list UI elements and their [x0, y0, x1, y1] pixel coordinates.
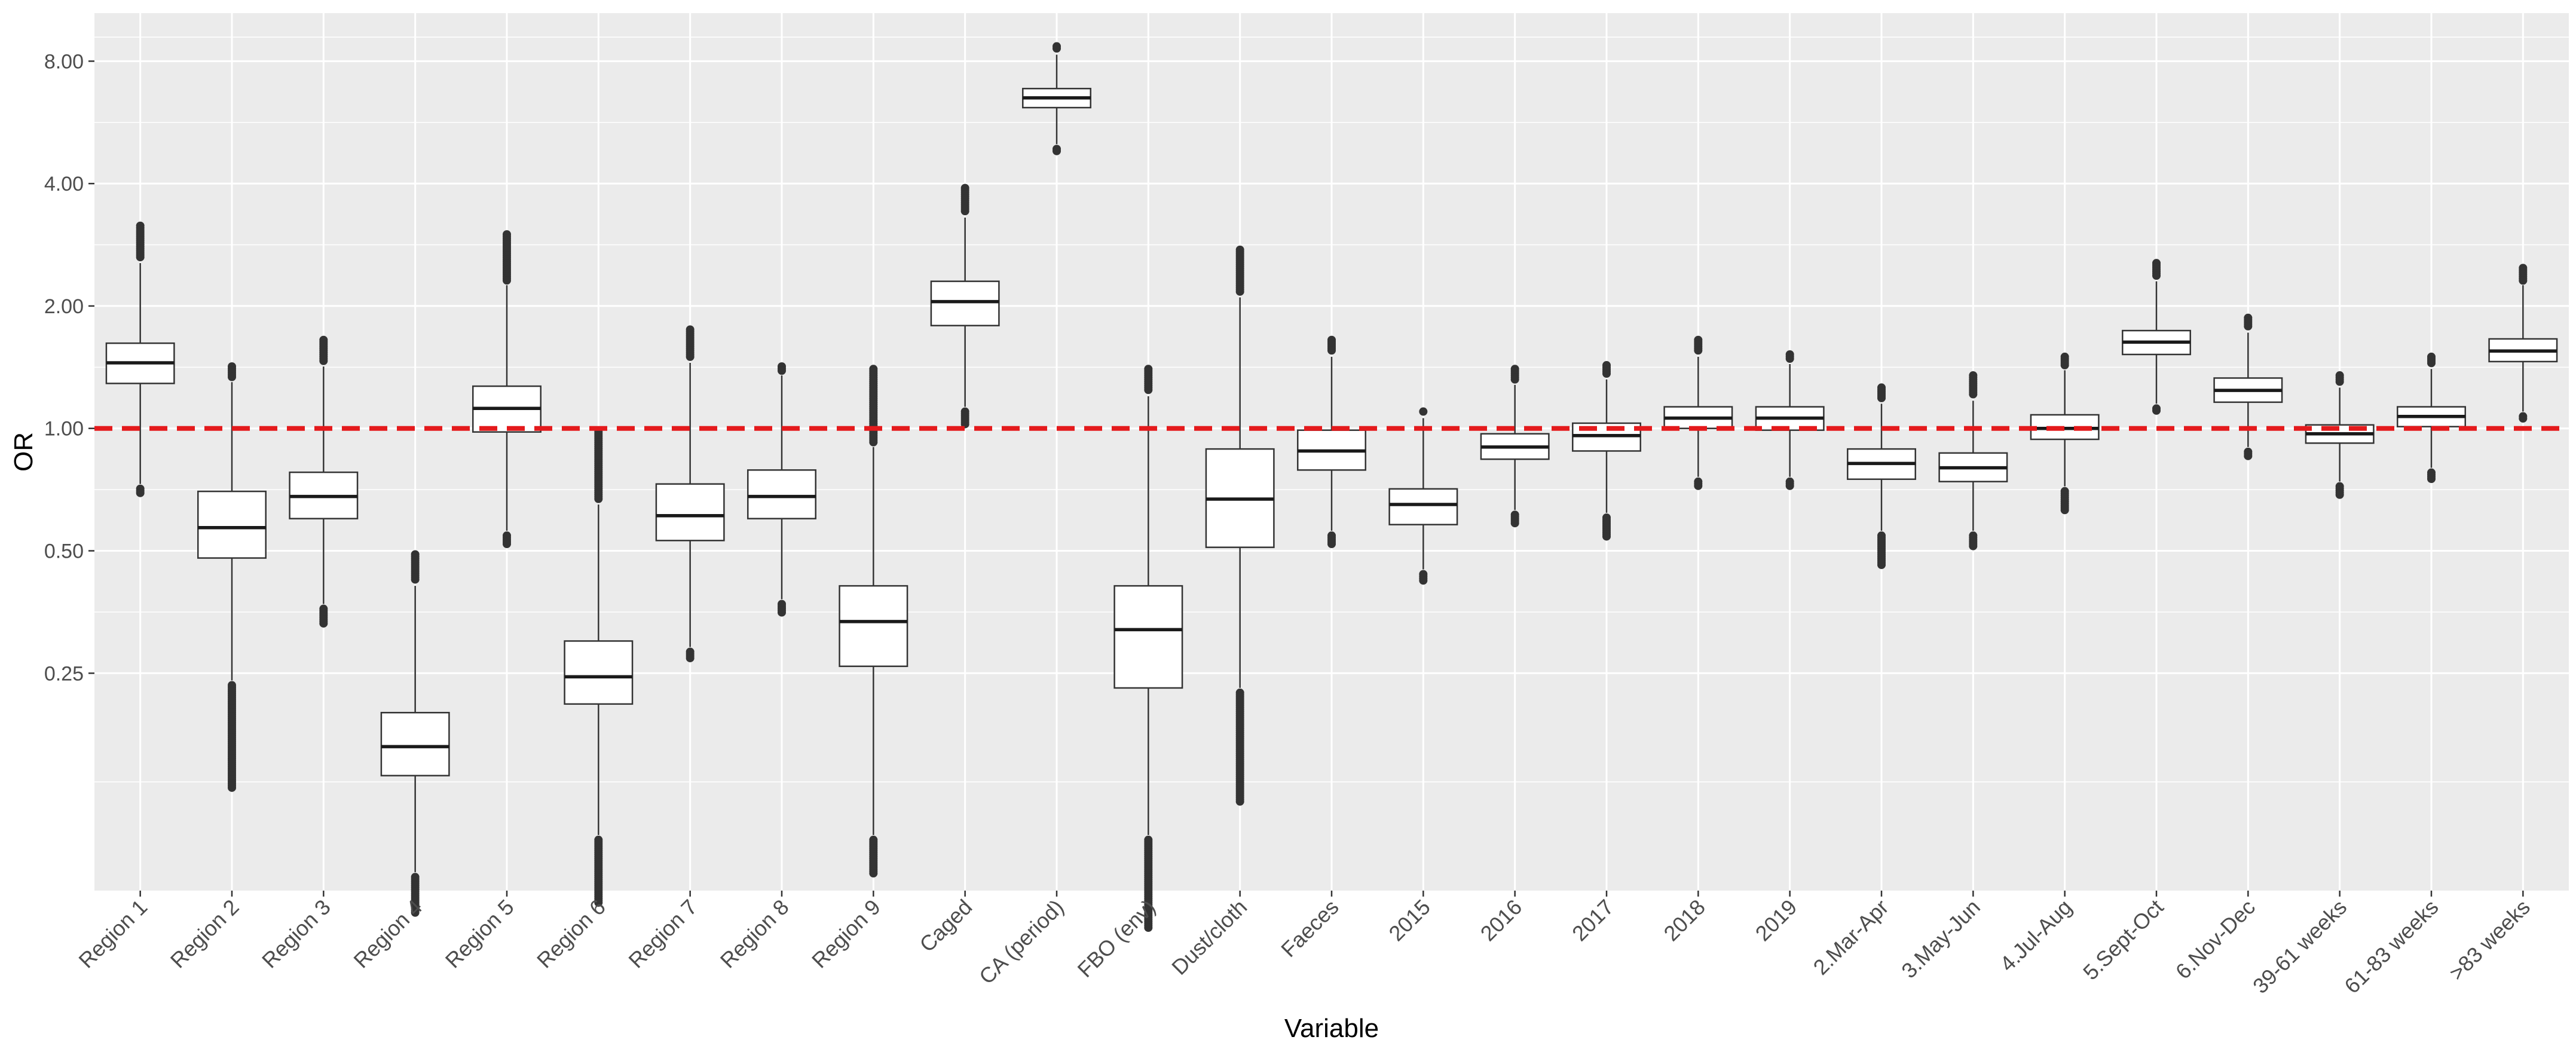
y-tick-label: 8.00: [44, 50, 84, 73]
outlier-point: [319, 619, 328, 628]
outlier-point: [1969, 542, 1978, 551]
box-iqr: [930, 280, 1000, 326]
x-axis-title: Variable: [1284, 1014, 1379, 1043]
outlier-point: [2519, 276, 2528, 285]
outlier-point: [960, 207, 969, 216]
outlier-point: [228, 372, 236, 381]
outlier-point: [778, 608, 786, 617]
box-21: [1938, 371, 2008, 551]
box-24: [2213, 313, 2283, 460]
outlier-point: [686, 653, 695, 662]
outlier-point: [2244, 322, 2253, 331]
box-5: [472, 230, 541, 549]
y-axis: 8.00 4.00 2.00 1.00 0.50 0.25: [44, 50, 94, 685]
outlier-point: [2152, 406, 2161, 415]
outlier-point: [136, 253, 145, 262]
outlier-point: [319, 356, 328, 365]
box-iqr: [655, 483, 725, 542]
outlier-point: [594, 898, 603, 907]
box-iqr: [747, 469, 816, 519]
box-iqr: [1113, 585, 1183, 689]
box-16: [1480, 365, 1550, 528]
outlier-point: [1694, 346, 1703, 355]
box-7: [655, 325, 725, 662]
box-iqr: [380, 711, 450, 776]
outlier-point: [1877, 561, 1886, 570]
box-2: [197, 362, 267, 792]
outlier-point: [2335, 377, 2344, 386]
box-iqr: [197, 490, 267, 559]
outlier-point: [503, 276, 511, 285]
box-22: [2030, 352, 2100, 515]
box-13: [1205, 245, 1275, 806]
box-10: [930, 184, 1000, 429]
outlier-point: [228, 783, 236, 792]
y-tick-label: 4.00: [44, 173, 84, 195]
box-12: [1113, 365, 1183, 932]
box-14: [1297, 335, 1366, 549]
outlier-point: [503, 540, 511, 549]
box-3: [289, 335, 359, 628]
outlier-point: [1327, 346, 1336, 355]
outlier-point: [1053, 146, 1061, 155]
outlier-point: [2060, 360, 2069, 369]
outlier-point: [1602, 532, 1611, 541]
box-iqr: [564, 640, 634, 705]
box-11: [1022, 42, 1091, 155]
outlier-point: [1602, 369, 1611, 378]
box-27: [2488, 264, 2558, 423]
outlier-point: [1694, 481, 1703, 490]
box-iqr: [1388, 488, 1458, 525]
outlier-point: [869, 438, 878, 447]
outlier-point: [1877, 393, 1886, 402]
y-tick-label: 1.00: [44, 418, 84, 441]
outlier-point: [136, 488, 145, 497]
outlier-point: [1785, 354, 1794, 363]
boxes-layer: [105, 42, 2558, 932]
box-iqr: [839, 585, 908, 667]
box-26: [2397, 352, 2466, 484]
box-1: [105, 221, 175, 497]
box-4: [380, 550, 450, 917]
outlier-point: [1510, 375, 1519, 384]
outlier-point: [1053, 44, 1061, 53]
box-18: [1663, 335, 1733, 490]
outlier-point: [2519, 414, 2528, 423]
outlier-point: [686, 352, 695, 361]
y-axis-title: OR: [9, 432, 38, 472]
outlier-point: [411, 575, 420, 584]
outlier-point: [1235, 797, 1244, 806]
outlier-point: [1327, 540, 1336, 549]
outlier-point: [1144, 923, 1153, 932]
outlier-point: [869, 869, 878, 878]
outlier-point: [594, 494, 603, 503]
outlier-point: [2427, 359, 2436, 368]
y-tick-label: 0.50: [44, 540, 84, 563]
y-tick-label: 2.00: [44, 295, 84, 318]
outlier-point: [1419, 576, 1428, 585]
outlier-point: [2152, 271, 2161, 280]
y-tick-label: 0.25: [44, 662, 84, 685]
box-25: [2305, 371, 2375, 499]
outlier-point: [2335, 490, 2344, 499]
outlier-point: [2244, 451, 2253, 460]
outlier-point: [778, 366, 786, 375]
box-6: [564, 427, 634, 907]
outlier-point: [1235, 287, 1244, 296]
box-8: [747, 362, 816, 617]
outlier-point: [2060, 506, 2069, 515]
box-19: [1755, 350, 1825, 490]
outlier-point: [1144, 386, 1153, 395]
outlier-point: [1419, 407, 1428, 416]
outlier-point: [1510, 519, 1519, 528]
outlier-point: [2427, 475, 2436, 484]
box-23: [2122, 259, 2191, 415]
box-9: [839, 365, 908, 878]
outlier-point: [411, 908, 420, 917]
outlier-point: [1969, 390, 1978, 399]
outlier-point: [1785, 481, 1794, 490]
